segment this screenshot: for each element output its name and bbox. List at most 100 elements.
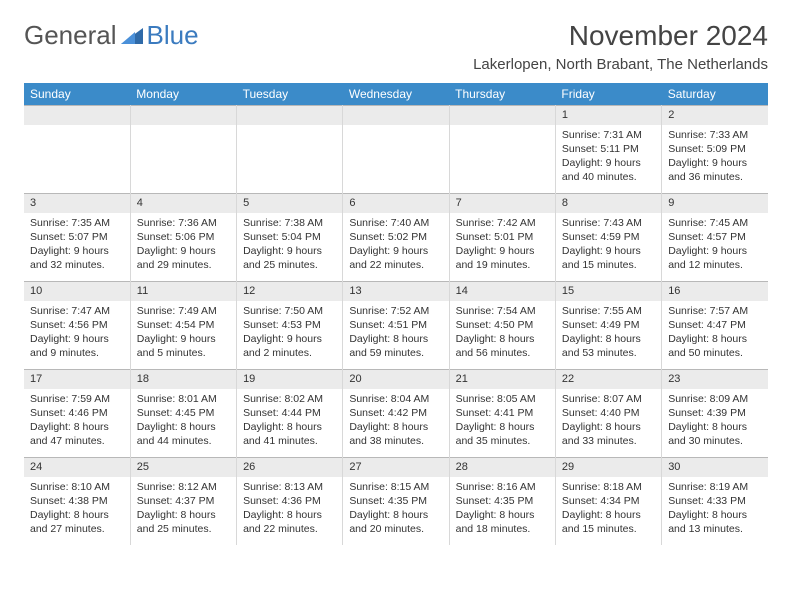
sunset-text: Sunset: 5:11 PM (562, 142, 655, 156)
sunrise-text: Sunrise: 7:52 AM (349, 304, 442, 318)
calendar-cell (343, 105, 449, 193)
day-number: 8 (556, 193, 661, 213)
daylight-text: Daylight: 8 hours and 44 minutes. (137, 420, 230, 448)
calendar-cell: 7Sunrise: 7:42 AMSunset: 5:01 PMDaylight… (449, 193, 555, 281)
daylight-text: Daylight: 8 hours and 53 minutes. (562, 332, 655, 360)
daylight-text: Daylight: 9 hours and 5 minutes. (137, 332, 230, 360)
day-details: Sunrise: 7:35 AMSunset: 5:07 PMDaylight:… (24, 213, 130, 279)
day-number: 26 (237, 457, 342, 477)
daylight-text: Daylight: 8 hours and 27 minutes. (30, 508, 124, 536)
day-details: Sunrise: 7:42 AMSunset: 5:01 PMDaylight:… (450, 213, 555, 279)
calendar-cell: 13Sunrise: 7:52 AMSunset: 4:51 PMDayligh… (343, 281, 449, 369)
day-number: 6 (343, 193, 448, 213)
day-number: 13 (343, 281, 448, 301)
sunset-text: Sunset: 4:35 PM (349, 494, 442, 508)
daylight-text: Daylight: 8 hours and 25 minutes. (137, 508, 230, 536)
calendar-cell: 8Sunrise: 7:43 AMSunset: 4:59 PMDaylight… (555, 193, 661, 281)
day-number: 4 (131, 193, 236, 213)
sunrise-text: Sunrise: 7:43 AM (562, 216, 655, 230)
daylight-text: Daylight: 8 hours and 56 minutes. (456, 332, 549, 360)
day-number: 19 (237, 369, 342, 389)
calendar-cell: 12Sunrise: 7:50 AMSunset: 4:53 PMDayligh… (237, 281, 343, 369)
day-details: Sunrise: 7:40 AMSunset: 5:02 PMDaylight:… (343, 213, 448, 279)
sunset-text: Sunset: 4:37 PM (137, 494, 230, 508)
day-header: Monday (130, 83, 236, 105)
calendar-week: 17Sunrise: 7:59 AMSunset: 4:46 PMDayligh… (24, 369, 768, 457)
sunrise-text: Sunrise: 7:47 AM (30, 304, 124, 318)
day-header: Sunday (24, 83, 130, 105)
calendar-cell: 15Sunrise: 7:55 AMSunset: 4:49 PMDayligh… (555, 281, 661, 369)
day-details: Sunrise: 8:01 AMSunset: 4:45 PMDaylight:… (131, 389, 236, 455)
logo: General Blue (24, 20, 199, 51)
day-number: 24 (24, 457, 130, 477)
day-number: 17 (24, 369, 130, 389)
sunset-text: Sunset: 4:38 PM (30, 494, 124, 508)
sunset-text: Sunset: 4:54 PM (137, 318, 230, 332)
sunrise-text: Sunrise: 7:35 AM (30, 216, 124, 230)
sunrise-text: Sunrise: 8:16 AM (456, 480, 549, 494)
daylight-text: Daylight: 9 hours and 32 minutes. (30, 244, 124, 272)
sunset-text: Sunset: 4:59 PM (562, 230, 655, 244)
daylight-text: Daylight: 8 hours and 38 minutes. (349, 420, 442, 448)
location-text: Lakerlopen, North Brabant, The Netherlan… (473, 56, 768, 73)
day-details: Sunrise: 7:49 AMSunset: 4:54 PMDaylight:… (131, 301, 236, 367)
day-number: 25 (131, 457, 236, 477)
calendar-cell: 18Sunrise: 8:01 AMSunset: 4:45 PMDayligh… (130, 369, 236, 457)
day-number: 15 (556, 281, 661, 301)
daylight-text: Daylight: 9 hours and 19 minutes. (456, 244, 549, 272)
calendar-week: 1Sunrise: 7:31 AMSunset: 5:11 PMDaylight… (24, 105, 768, 193)
daylight-text: Daylight: 8 hours and 22 minutes. (243, 508, 336, 536)
day-details: Sunrise: 7:54 AMSunset: 4:50 PMDaylight:… (450, 301, 555, 367)
calendar-cell: 10Sunrise: 7:47 AMSunset: 4:56 PMDayligh… (24, 281, 130, 369)
day-details: Sunrise: 8:07 AMSunset: 4:40 PMDaylight:… (556, 389, 661, 455)
day-number: 16 (662, 281, 768, 301)
calendar-table: SundayMondayTuesdayWednesdayThursdayFrid… (24, 83, 768, 545)
daylight-text: Daylight: 8 hours and 50 minutes. (668, 332, 762, 360)
day-number-bar (343, 105, 448, 125)
daylight-text: Daylight: 8 hours and 41 minutes. (243, 420, 336, 448)
calendar-cell: 23Sunrise: 8:09 AMSunset: 4:39 PMDayligh… (662, 369, 768, 457)
daylight-text: Daylight: 8 hours and 15 minutes. (562, 508, 655, 536)
day-number: 12 (237, 281, 342, 301)
day-number: 22 (556, 369, 661, 389)
day-number: 18 (131, 369, 236, 389)
sunset-text: Sunset: 4:57 PM (668, 230, 762, 244)
calendar-cell: 19Sunrise: 8:02 AMSunset: 4:44 PMDayligh… (237, 369, 343, 457)
day-details: Sunrise: 8:16 AMSunset: 4:35 PMDaylight:… (450, 477, 555, 543)
sunset-text: Sunset: 4:39 PM (668, 406, 762, 420)
day-details: Sunrise: 8:15 AMSunset: 4:35 PMDaylight:… (343, 477, 448, 543)
daylight-text: Daylight: 8 hours and 18 minutes. (456, 508, 549, 536)
sunset-text: Sunset: 4:45 PM (137, 406, 230, 420)
day-number: 23 (662, 369, 768, 389)
sunrise-text: Sunrise: 8:02 AM (243, 392, 336, 406)
day-details: Sunrise: 8:04 AMSunset: 4:42 PMDaylight:… (343, 389, 448, 455)
sunset-text: Sunset: 5:04 PM (243, 230, 336, 244)
daylight-text: Daylight: 8 hours and 47 minutes. (30, 420, 124, 448)
day-details: Sunrise: 7:36 AMSunset: 5:06 PMDaylight:… (131, 213, 236, 279)
day-number: 27 (343, 457, 448, 477)
day-header: Wednesday (343, 83, 449, 105)
logo-triangle-icon (121, 20, 143, 51)
day-number: 1 (556, 105, 661, 125)
page-header: General Blue November 2024 Lakerlopen, N… (24, 20, 768, 73)
day-header: Saturday (662, 83, 768, 105)
sunrise-text: Sunrise: 8:19 AM (668, 480, 762, 494)
sunrise-text: Sunrise: 7:31 AM (562, 128, 655, 142)
calendar-cell: 1Sunrise: 7:31 AMSunset: 5:11 PMDaylight… (555, 105, 661, 193)
daylight-text: Daylight: 9 hours and 2 minutes. (243, 332, 336, 360)
calendar-cell: 9Sunrise: 7:45 AMSunset: 4:57 PMDaylight… (662, 193, 768, 281)
sunset-text: Sunset: 5:01 PM (456, 230, 549, 244)
sunset-text: Sunset: 5:02 PM (349, 230, 442, 244)
day-number: 5 (237, 193, 342, 213)
calendar-cell: 2Sunrise: 7:33 AMSunset: 5:09 PMDaylight… (662, 105, 768, 193)
sunrise-text: Sunrise: 8:07 AM (562, 392, 655, 406)
sunrise-text: Sunrise: 8:10 AM (30, 480, 124, 494)
sunset-text: Sunset: 4:33 PM (668, 494, 762, 508)
sunset-text: Sunset: 5:09 PM (668, 142, 762, 156)
day-number: 28 (450, 457, 555, 477)
sunset-text: Sunset: 4:49 PM (562, 318, 655, 332)
day-details: Sunrise: 8:09 AMSunset: 4:39 PMDaylight:… (662, 389, 768, 455)
calendar-cell (237, 105, 343, 193)
day-header: Thursday (449, 83, 555, 105)
day-number-bar (450, 105, 555, 125)
